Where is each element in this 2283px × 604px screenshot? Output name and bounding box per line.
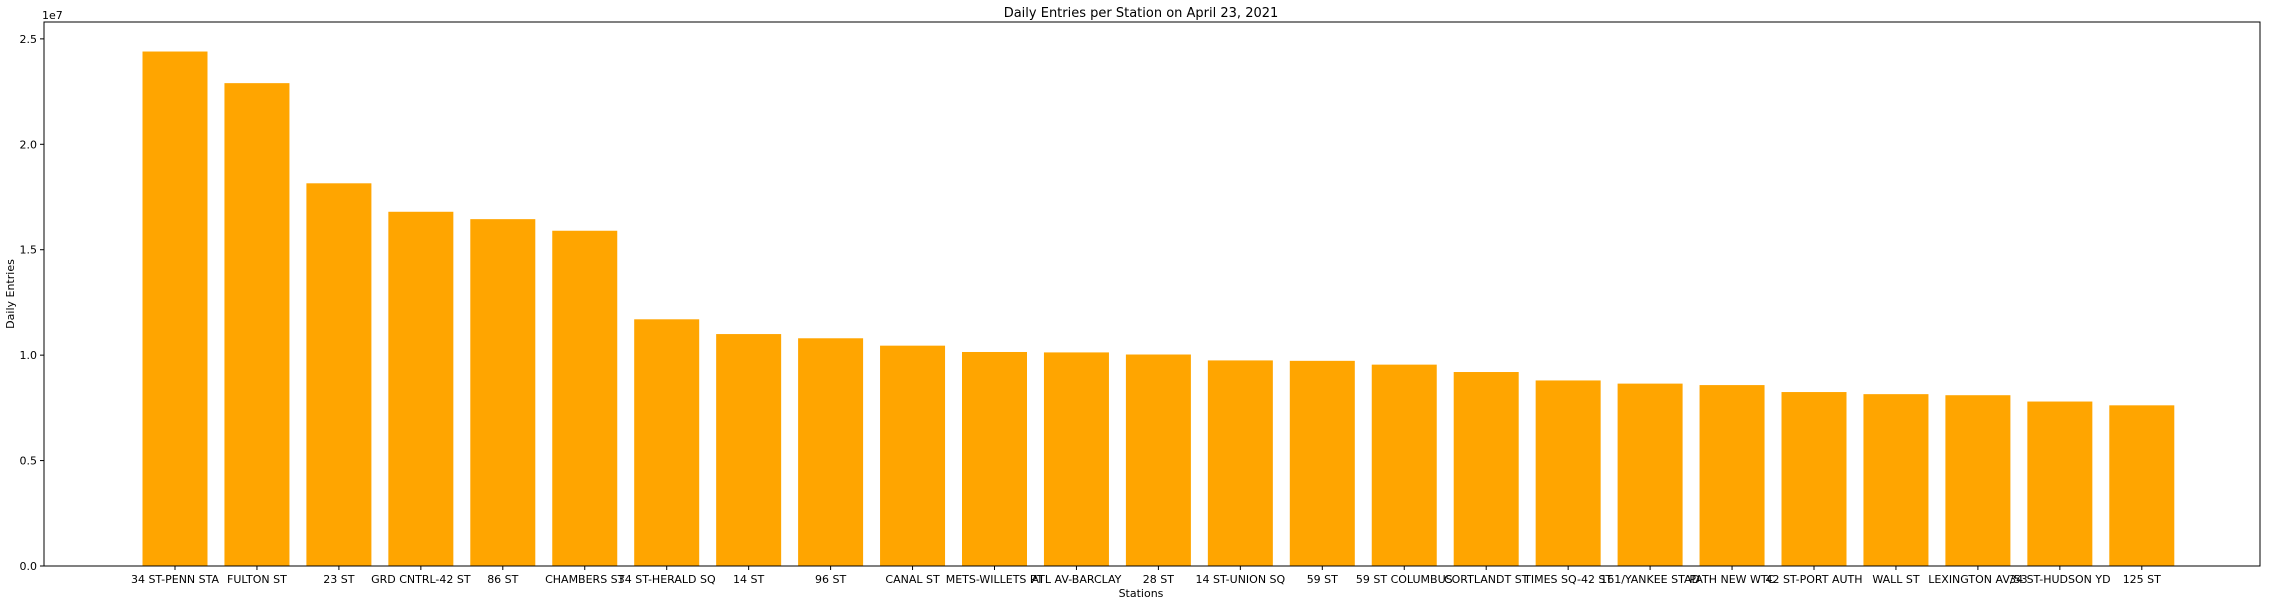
bar-8 (798, 338, 864, 566)
bar-2 (306, 183, 372, 567)
bar-19 (1699, 385, 1765, 566)
bar-10 (962, 351, 1027, 566)
y-tick-label-0: 0.0 (20, 560, 38, 573)
bar-23 (2027, 401, 2093, 566)
x-tick-label-23: 34 ST-HUDSON YD (2009, 573, 2111, 586)
bar-22 (1945, 395, 2011, 566)
x-tick-label-22: LEXINGTON AV/53 (1928, 573, 2027, 586)
x-tick-label-0: 34 ST-PENN STA (131, 573, 220, 586)
x-axis-label: Stations (1119, 587, 1164, 600)
x-tick-label-12: 28 ST (1143, 573, 1174, 586)
bar-5 (552, 230, 618, 566)
y-axis: 0.0 0.5 1.0 1.5 2.0 2.5 (20, 33, 44, 573)
plot-frame (43, 21, 2261, 567)
bars-group (142, 51, 2175, 567)
x-tick-label-17: TIMES SQ-42 ST (1523, 573, 1612, 586)
bar-20 (1781, 392, 1847, 566)
x-tick-label-5: CHAMBERS ST (545, 573, 625, 586)
x-tick-label-16: CORTLANDT ST (1444, 573, 1529, 586)
x-tick-label-21: WALL ST (1872, 573, 1920, 586)
x-tick-label-18: 161/YANKEE STAD (1600, 573, 1700, 586)
x-tick-label-6: 34 ST-HERALD SQ (618, 573, 716, 586)
bar-13 (1207, 360, 1273, 566)
x-tick-label-15: 59 ST COLUMBUS (1356, 573, 1453, 586)
bar-14 (1289, 360, 1355, 566)
y-axis-label: Daily Entries (4, 259, 17, 329)
bar-18 (1617, 383, 1683, 566)
bar-11 (1043, 352, 1109, 566)
bar-24 (2109, 405, 2175, 566)
bar-4 (470, 219, 536, 567)
bar-6 (634, 319, 700, 566)
y-tick-label-2: 1.0 (20, 349, 38, 362)
x-tick-label-20: 42 ST-PORT AUTH (1765, 573, 1862, 586)
bar-21 (1863, 394, 1929, 566)
bar-17 (1535, 380, 1601, 566)
x-tick-label-1: FULTON ST (227, 573, 287, 586)
y-tick-label-1: 0.5 (20, 455, 38, 468)
bar-16 (1453, 372, 1519, 566)
x-tick-label-11: ATL AV-BARCLAY (1031, 573, 1121, 586)
y-tick-label-4: 2.0 (20, 138, 38, 151)
y-offset-label: 1e7 (42, 9, 63, 22)
x-tick-label-9: CANAL ST (885, 573, 940, 586)
x-tick-label-3: GRD CNTRL-42 ST (371, 573, 471, 586)
x-tick-label-7: 14 ST (733, 573, 764, 586)
bar-1 (224, 83, 290, 567)
y-tick-label-5: 2.5 (20, 33, 38, 46)
x-tick-label-10: METS-WILLETS PT (946, 573, 1044, 586)
bar-3 (388, 211, 454, 566)
x-tick-label-24: 125 ST (2123, 573, 2161, 586)
x-tick-label-2: 23 ST (323, 573, 354, 586)
bar-12 (1125, 354, 1191, 566)
x-tick-label-4: 86 ST (487, 573, 518, 586)
bar-0 (142, 51, 208, 566)
x-tick-label-13: 14 ST-UNION SQ (1195, 573, 1285, 586)
y-tick-label-3: 1.5 (20, 244, 38, 257)
x-axis: 34 ST-PENN STA FULTON ST 23 ST GRD CNTRL-42… (131, 566, 2161, 586)
bar-9 (880, 345, 946, 566)
x-tick-label-14: 59 ST (1307, 573, 1338, 586)
bar-7 (716, 334, 782, 566)
x-tick-label-19: PATH NEW WTC (1689, 573, 1775, 586)
x-tick-label-8: 96 ST (815, 573, 846, 586)
chart-title: Daily Entries per Station on April 23, 2… (1004, 6, 1279, 21)
bar-15 (1371, 364, 1437, 566)
